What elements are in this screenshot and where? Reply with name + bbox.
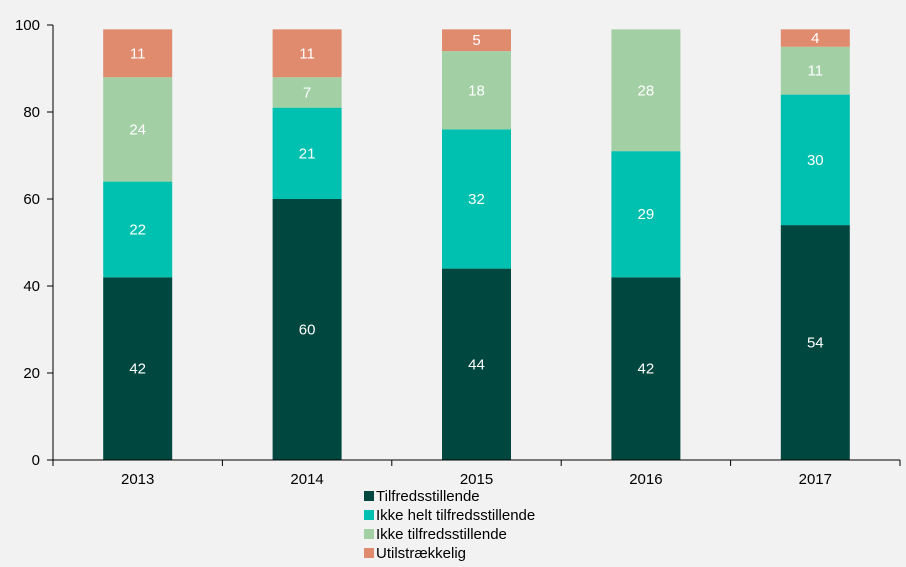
bar-segment-2016-1 [611,277,681,460]
data-label-2013-1: 42 [129,361,146,378]
y-tick-label: 80 [23,104,40,121]
bar-segment-2014-2 [272,107,342,199]
y-tick-label: 20 [23,365,40,382]
legend-swatch-4 [364,548,374,558]
bar-segment-2013-4 [103,29,173,78]
data-label-2017-2: 30 [807,152,824,169]
data-label-2015-1: 44 [468,356,485,373]
bar-segment-2015-3 [442,51,511,130]
data-label-2015-3: 18 [468,82,485,99]
data-label-2013-3: 24 [129,121,146,138]
x-tick-label-2016: 2016 [629,471,662,488]
axes-layer: 0 20 40 60 80 100 2013 2014 2015 2016 2017 [15,17,901,488]
legend-swatch-2 [364,510,374,520]
legend-label-3: Ikke tilfredsstillende [376,526,507,543]
bar-segment-2013-2 [103,181,173,278]
y-tick-label: 40 [23,278,40,295]
legend-swatch-3 [364,529,374,539]
bar-segment-2014-4 [272,29,342,78]
bar-segment-2015-4 [442,29,511,52]
x-tick-label-2014: 2014 [290,471,323,488]
data-labels-layer: 42 22 24 11 60 21 7 11 44 32 18 5 42 29 28 54 30 11 4 [129,30,823,378]
bar-segment-2013-3 [103,77,173,182]
y-tick-label: 0 [32,452,40,469]
x-tick-label-2015: 2015 [460,471,493,488]
data-label-2014-4: 11 [299,45,315,62]
bar-segment-2015-1 [442,268,511,460]
bar-segment-2017-1 [780,225,850,460]
data-label-2016-3: 28 [638,82,655,99]
bar-segment-2014-3 [272,77,342,108]
x-tick-label-2017: 2017 [799,471,832,488]
data-label-2016-2: 29 [638,206,655,223]
legend-label-1: Tilfredsstillende [376,488,480,505]
data-label-2013-2: 22 [129,221,146,238]
bars-layer [103,29,850,460]
bar-segment-2016-2 [611,151,681,278]
data-label-2014-3: 7 [303,84,311,101]
data-label-2017-3: 11 [808,63,824,80]
bar-segment-2015-2 [442,129,511,269]
bar-segment-2017-3 [780,46,850,95]
legend-label-2: Ikke helt tilfredsstillende [376,507,535,524]
data-label-2014-2: 21 [299,145,316,162]
data-label-2017-4: 4 [811,30,819,47]
bar-segment-2014-1 [272,199,342,460]
bar-segment-2016-3 [611,29,681,152]
legend-swatch-1 [364,491,374,501]
data-label-2015-2: 32 [468,191,485,208]
data-label-2017-1: 54 [807,335,824,352]
y-tick-label: 100 [15,17,40,34]
y-tick-label: 60 [23,191,40,208]
bar-segment-2013-1 [103,277,173,460]
bar-segment-2017-2 [780,94,850,226]
data-label-2015-4: 5 [472,32,480,49]
data-label-2016-1: 42 [638,361,655,378]
data-label-2014-1: 60 [299,322,316,339]
legend: Tilfredsstillende Ikke helt tilfredsstill… [364,488,535,562]
bar-segment-2017-4 [780,29,850,47]
data-label-2013-4: 11 [130,45,146,62]
x-tick-label-2013: 2013 [121,471,154,488]
legend-label-4: Utilstrækkelig [376,545,466,562]
